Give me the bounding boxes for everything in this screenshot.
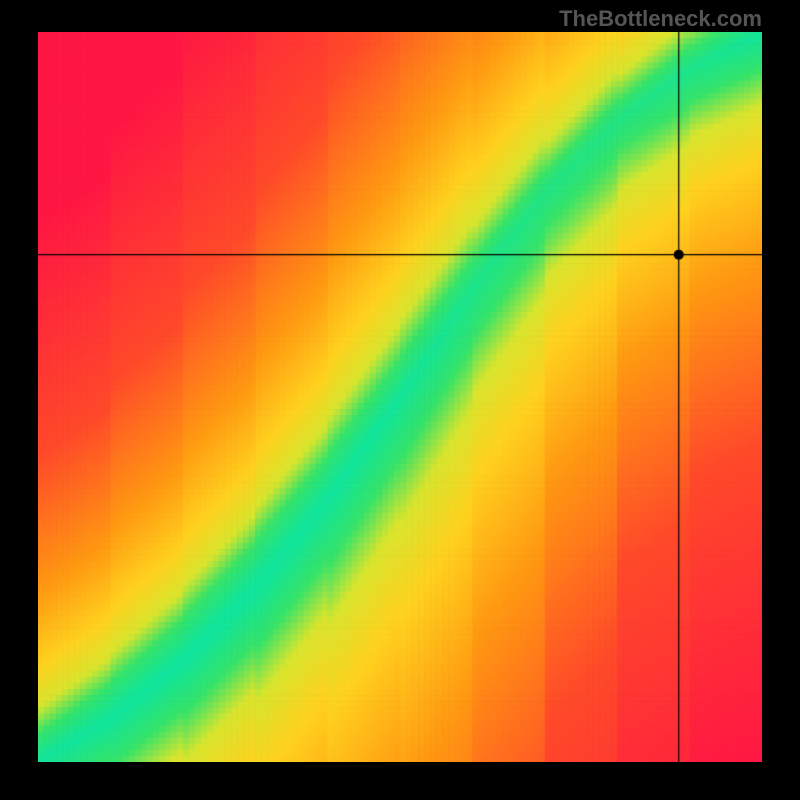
bottleneck-heatmap <box>38 32 762 762</box>
watermark-text: TheBottleneck.com <box>559 6 762 32</box>
chart-container: TheBottleneck.com <box>0 0 800 800</box>
